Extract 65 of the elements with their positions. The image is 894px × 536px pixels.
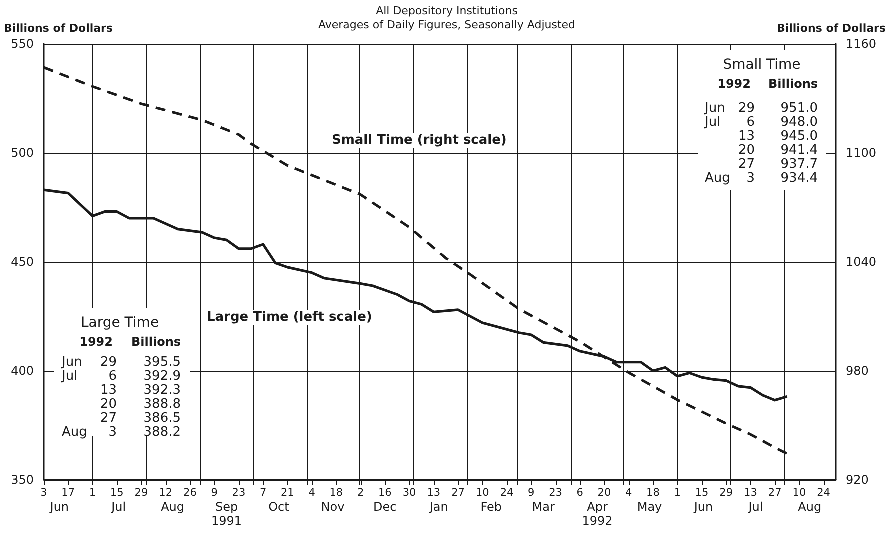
x2-tick-label: May [637,500,662,514]
x-tick-label: 3 [40,487,48,499]
x-tick-label: 13 [744,487,758,499]
y2-tick-label: 920 [846,473,869,487]
x-tick-label: 4 [626,487,633,499]
x-tick-label: 21 [281,487,294,499]
x-tick-label: 20 [598,487,612,499]
x-tick-label: 30 [402,487,416,499]
text: Small Time (right scale) [332,133,507,148]
x2-tick-label: Nov [321,500,345,514]
y2-axis-title: Billions of Dollars [776,22,886,35]
y-tick-label: 550 [11,37,34,51]
x-tick-label: 29 [720,487,734,499]
x2-tick-label: Aug [161,500,185,514]
text: Small Time 1992 Billions Jun 29 951.0 Jul 6 948.0 13 945.0 20 941.4 27 937.7 Aug 3 934.4 [705,57,818,186]
x2-tick-label: Mar [532,500,555,514]
y-tick-label: 400 [11,364,34,378]
x-tick-label: 24 [500,487,514,499]
x-tick-label: 18 [330,487,344,499]
x-tick-label: 4 [308,487,316,499]
x-tick-label: 15 [695,487,709,499]
x-tick-label: 23 [549,487,562,499]
y2-tick-label: 1100 [846,146,877,160]
x2-tick-label: Apr 1992 [582,500,613,528]
x2-tick-label: Sep 1991 [211,500,242,528]
x-tick-label: 9 [211,487,218,499]
x2-tick-label: Aug [798,500,822,514]
x-tick-label: 16 [378,487,392,499]
x2-tick-label: Jul [110,500,126,514]
x-tick-label: 13 [427,487,441,499]
x2-tick-label: Jan [428,500,448,514]
y2-tick-label: 980 [846,364,869,378]
y2-tick-label: 1160 [846,37,877,51]
x-tick-label: 1 [674,487,681,499]
x-tick-label: 1 [89,487,96,499]
x-tick-label: 18 [646,487,660,499]
x2-tick-label: Feb [480,500,502,514]
x2-tick-label: Dec [374,500,397,514]
x2-tick-label: Jun [49,500,70,514]
x-tick-label: 27 [768,487,782,499]
x-tick-label: 15 [110,487,124,499]
text: Large Time 1992 Billions Jun 29 395.5 Jul 6 392.9 13 392.3 20 388.8 27 386.5 Aug 3 388.2 [62,315,181,440]
series-label: Large Time (left scale) [207,310,372,325]
x-tick-label: 27 [452,487,465,499]
x2-tick-label: Jun [693,500,714,514]
x-tick-label: 29 [134,487,148,499]
x-tick-label: 24 [817,487,831,499]
x-tick-label: 10 [476,487,490,499]
x-tick-label: 26 [184,487,198,499]
y2-tick-label: 1040 [846,255,877,269]
y-tick-label: 350 [11,473,34,487]
y-tick-label: 500 [11,146,34,160]
x-tick-label: 7 [260,487,267,499]
x2-tick-label: Jul [748,500,764,514]
x-tick-label: 12 [159,487,173,499]
x-tick-label: 6 [576,487,584,499]
x-tick-label: 17 [62,487,76,499]
y-tick-label: 450 [11,255,34,269]
x-tick-label: 23 [232,487,246,499]
x2-tick-label: Oct [268,500,290,514]
x-tick-label: 10 [792,487,806,499]
y-axis-title: Billions of Dollars [4,22,114,35]
x-tick-label: 2 [357,487,364,499]
chart-subtitle: All Depository Institutions Averages of Daily Figures, Seasonally Adjusted [318,4,576,32]
x-tick-label: 9 [528,487,535,499]
